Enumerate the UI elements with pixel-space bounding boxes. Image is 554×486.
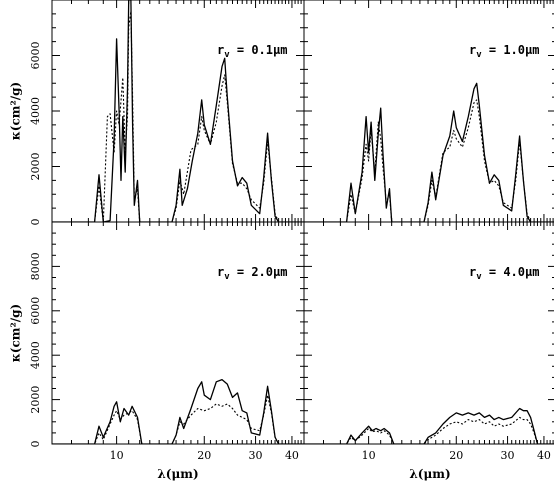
y-tick-label: 0 — [29, 441, 42, 448]
x-tick-label: 40 — [537, 449, 551, 462]
y-tick-label: 0 — [29, 219, 42, 226]
x-tick-label: 10 — [362, 449, 376, 462]
y-tick-label: 8000 — [29, 252, 42, 280]
x-tick-label: 40 — [285, 449, 299, 462]
y-axis-title: κ(cm²/g) — [9, 304, 23, 362]
x-axis-title: λ(μm) — [157, 467, 198, 481]
series-line-dotted — [52, 10, 304, 222]
radius-annotation: rv = 0.1μm — [217, 43, 287, 60]
y-tick-label: 4000 — [29, 97, 42, 125]
x-tick-label: 20 — [197, 449, 211, 462]
y-tick-label: 6000 — [29, 297, 42, 325]
panel-bottom-left: 0 2000 4000 6000 8000 10 20 30 40 κ(cm²/g) λ(μm) rv… — [9, 221, 305, 481]
x-axis-title: λ(μm) — [409, 467, 450, 481]
series-line-solid — [52, 378, 304, 444]
radius-annotation: rv = 2.0μm — [217, 265, 287, 282]
x-tick-label: 10 — [110, 449, 124, 462]
panel-frame — [51, 221, 305, 445]
panel-frame — [303, 221, 554, 445]
radius-annotation: rv = 1.0μm — [469, 43, 539, 60]
series-line-dotted — [304, 99, 554, 222]
series-line-solid — [304, 82, 554, 222]
y-tick-label: 2000 — [29, 386, 42, 414]
panel-bottom-right: 10 20 30 40 λ(μm) rv = 4.0μm — [303, 221, 554, 481]
panel-top-left: 0 2000 4000 6000 κ(cm²/g) rv = 0.1μm — [9, 0, 305, 226]
y-tick-label: 2000 — [29, 153, 42, 181]
series-line-solid — [304, 407, 554, 444]
y-axis-title: κ(cm²/g) — [9, 82, 23, 140]
radius-annotation: rv = 4.0μm — [469, 265, 539, 282]
panel-top-right: rv = 1.0μm — [303, 0, 554, 223]
panel-frame — [303, 0, 554, 223]
x-tick-label: 30 — [249, 449, 263, 462]
series-line-dotted — [52, 394, 304, 444]
y-tick-label: 6000 — [29, 42, 42, 70]
y-tick-label: 4000 — [29, 341, 42, 369]
x-tick-label: 30 — [501, 449, 515, 462]
series-line-solid — [52, 0, 304, 222]
x-tick-label: 20 — [449, 449, 463, 462]
series-line-dotted — [304, 416, 554, 444]
